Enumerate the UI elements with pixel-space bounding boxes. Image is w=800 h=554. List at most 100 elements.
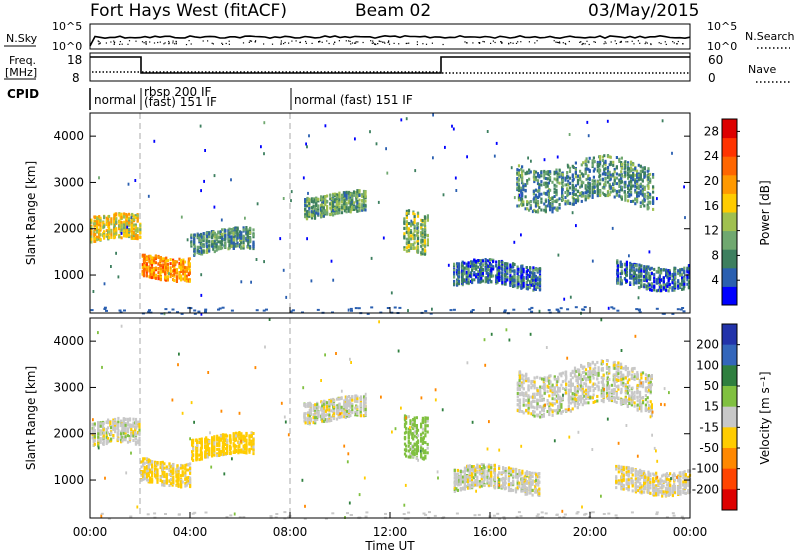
scatter-cell (683, 269, 686, 273)
scatter-cell (599, 190, 602, 193)
nsearch-point (631, 40, 633, 42)
ground-scatter-cell (471, 309, 475, 311)
counts-tick-low-right: 10^0 (707, 40, 737, 53)
nsearch-point (249, 40, 251, 42)
scatter-cell (480, 276, 483, 280)
scatter-cell (413, 221, 416, 225)
scatter-cell (212, 240, 215, 244)
scatter-cell (340, 211, 344, 215)
scatter-cell (457, 263, 461, 267)
scatter-cell (364, 190, 367, 194)
scatter-cell (134, 440, 138, 444)
scatter-cell (208, 244, 211, 248)
scatter-cell (561, 198, 564, 202)
scatter-cell (124, 418, 127, 422)
scatter-cell (681, 287, 684, 291)
ground-scatter-cell (679, 308, 683, 311)
scatter-cell (536, 210, 540, 214)
scatter-cell (185, 477, 188, 481)
scatter-cell (96, 235, 99, 239)
scatter-cell (413, 215, 416, 219)
scatter-cell (224, 237, 227, 241)
scatter-cell (521, 181, 524, 185)
scatter-cell (159, 466, 162, 470)
scatter-cell (332, 203, 335, 207)
scatter-cell (208, 247, 211, 251)
scatter-cell (629, 273, 632, 277)
scatter-cell (495, 281, 498, 285)
scatter-cell (615, 172, 618, 176)
scatter-cell (138, 422, 141, 426)
scatter-cell (343, 194, 346, 198)
scatter-cell (97, 432, 100, 436)
scatter-cell (131, 213, 134, 217)
scatter-cell (157, 267, 160, 271)
scatter-cell (624, 170, 627, 174)
scatter-cell (180, 278, 183, 282)
ground-scatter-cell (123, 309, 126, 312)
scatter-cell (221, 235, 224, 239)
scatter-cell (671, 281, 674, 285)
scatter-cell (655, 289, 658, 293)
scatter-cell (624, 173, 627, 177)
scatter-cell (517, 186, 521, 190)
scatter-cell (290, 190, 293, 194)
scatter-cell (351, 196, 354, 200)
scatter-cell (641, 193, 644, 197)
scatter-cell (635, 276, 638, 280)
scatter-cell (490, 271, 493, 275)
scatter-cell (538, 309, 541, 313)
scatter-cell (649, 180, 652, 184)
scatter-cell (604, 163, 607, 167)
scatter-cell (230, 239, 233, 243)
scatter-cell (510, 166, 513, 170)
scatter-cell (107, 226, 111, 230)
scatter-cell (568, 176, 572, 180)
scatter-cell (618, 185, 621, 188)
scatter-cell (540, 192, 543, 196)
scatter-cell (618, 189, 621, 193)
scatter-cell (230, 245, 233, 248)
scatter-cell (637, 173, 640, 177)
scatter-cell (592, 169, 595, 173)
scatter-cell (356, 199, 359, 203)
scatter-cell (124, 427, 127, 431)
scatter-cell (320, 198, 323, 202)
scatter-cell (155, 468, 158, 472)
scatter-cell (634, 167, 637, 170)
scatter-cell (538, 267, 542, 271)
cpid-segment-normal: normal (94, 93, 136, 107)
scatter-cell (219, 236, 222, 239)
nsearch-point (357, 41, 359, 43)
scatter-cell (110, 217, 113, 221)
scatter-cell (166, 275, 169, 279)
scatter-cell (143, 257, 146, 261)
scatter-cell (162, 259, 165, 263)
scatter-cell (412, 236, 415, 240)
nsearch-point (299, 41, 301, 44)
scatter-cell (347, 192, 351, 196)
scatter-cell (490, 280, 493, 284)
ground-scatter-cell (637, 308, 641, 311)
scatter-cell (412, 210, 415, 214)
scatter-cell (159, 278, 162, 282)
scatter-cell (574, 198, 577, 202)
scatter-cell (620, 262, 623, 266)
scatter-cell (117, 416, 120, 420)
scatter-cell (310, 279, 313, 283)
scatter-cell (252, 235, 255, 239)
scatter-cell (196, 245, 199, 249)
scatter-cell (134, 420, 138, 424)
scatter-cell (343, 207, 346, 211)
scatter-cell (412, 247, 415, 250)
scatter-cell (416, 232, 419, 236)
scatter-cell (630, 274, 633, 278)
scatter-cell (126, 434, 130, 438)
nsearch-point (672, 41, 674, 43)
scatter-cell (172, 278, 175, 282)
scatter-cell (146, 460, 149, 464)
scatter-cell (141, 253, 144, 257)
ground-scatter-cell (255, 309, 259, 312)
scatter-cell (336, 195, 339, 199)
scatter-cell (561, 194, 564, 198)
